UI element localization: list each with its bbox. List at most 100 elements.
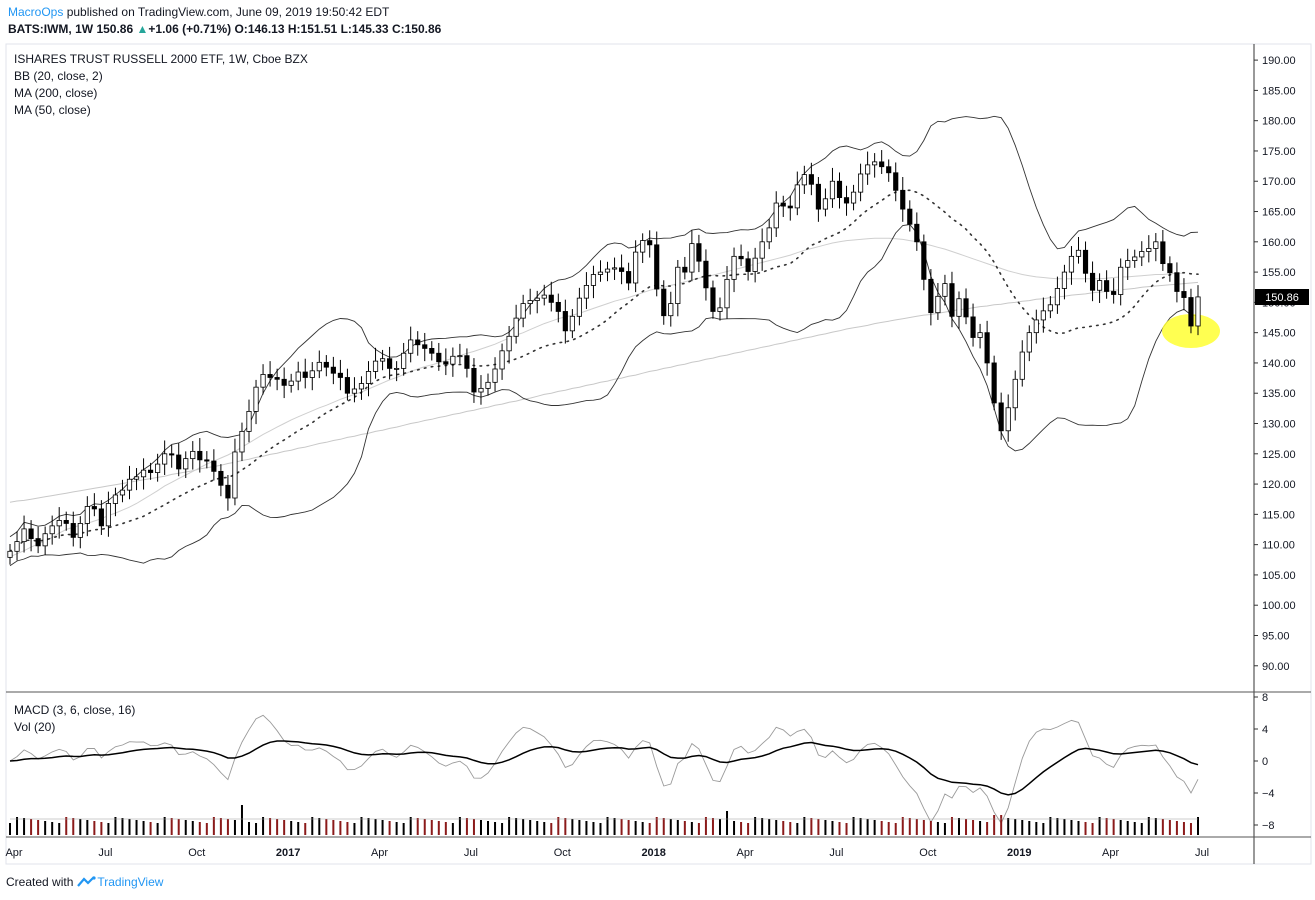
volume-bar [718,819,721,835]
candle-body [794,184,800,209]
volume-bar [1084,822,1087,835]
volume-bar [845,823,848,835]
volume-bar [1189,823,1192,835]
volume-bar [676,820,679,835]
macd-signal-line [9,740,1199,796]
candle-body [590,274,597,286]
time-label: Apr [737,847,754,859]
candle-body [309,370,315,378]
tradingview-link[interactable]: TradingView [77,874,163,890]
candle-body [935,295,941,314]
volume-bar [58,823,61,835]
candle-body [576,297,582,317]
volume-bar [866,819,869,835]
candle-body [717,307,723,312]
open-label: O: [234,22,248,36]
legend-macd: MACD (3, 6, close, 16) [14,703,135,717]
candle-body [1047,304,1053,312]
bb-lower-band [9,224,1199,567]
volume-bar [86,820,89,835]
volume-bar [465,818,468,835]
volume-bar [690,822,693,835]
volume-bar [311,817,314,835]
volume-bar [613,818,616,835]
volume-bar [655,817,658,835]
candle-body [506,335,512,352]
candle-body [394,367,400,370]
time-label: 2017 [276,847,300,859]
volume-bar [634,821,637,835]
candle-body [105,503,111,527]
volume-bar [515,818,518,835]
time-label: Oct [554,847,571,859]
price-tick-label: 165.00 [1262,207,1296,219]
volume-bar [1175,821,1178,835]
macd-tick-label: −8 [1262,820,1275,832]
candle-body [169,453,175,456]
candle-body [155,463,161,473]
price-chart[interactable]: 190.00 185.00 180.00 175.00 170.00 165.00 160.… [0,0,1315,870]
volume-bar [262,817,265,835]
candle-body [787,205,793,209]
candle-body [640,240,646,253]
candle-body [260,374,266,388]
candle-body [415,339,421,346]
publisher-link[interactable]: MacroOps [8,5,64,19]
time-label: Apr [371,847,388,859]
volume-bar [957,818,960,835]
candle-body [302,371,308,378]
candle-body [956,298,962,317]
publish-info: MacroOps published on TradingView.com, J… [8,4,389,20]
candle-body [457,355,463,358]
candle-body [541,294,547,299]
candle-body [921,241,927,280]
bollinger-bands [9,115,1199,567]
candle-body [112,494,119,504]
candle-body [42,533,48,547]
macd-tick-label: 4 [1262,724,1268,736]
published-text: published on TradingView.com, June 09, 2… [66,5,390,19]
volume-bar [669,819,672,835]
volume-bar [501,823,504,835]
volume-bar [1021,820,1024,835]
candle-body [752,257,758,272]
time-label: 2019 [1007,847,1031,859]
volume-bar [1070,820,1073,835]
volume-bar [585,821,588,835]
volume-bar [177,819,180,835]
candle-body [316,361,322,372]
volume-bar [170,818,173,835]
volume-bar [754,817,757,835]
candle-body [654,244,660,290]
volume-bar [972,820,975,835]
time-label: Jul [464,847,478,859]
volume-bar [979,821,982,835]
candle-body [1033,319,1039,334]
volume-bar [1126,821,1129,835]
volume-bar [950,817,953,835]
volume-bar [683,821,686,835]
candle-body [597,271,604,275]
candle-body [808,174,814,185]
volume-bar [135,820,138,835]
candle-body [836,180,843,198]
volume-bar [1098,817,1101,835]
time-label: Oct [188,847,205,859]
volume-bar [23,818,26,835]
price-tick-label: 185.00 [1262,85,1296,97]
volume-bar [332,820,335,835]
candle-body [56,520,62,527]
volume-bar [838,822,841,835]
volume-bar [880,821,883,835]
candle-body [1125,260,1131,268]
time-label: Jul [1195,847,1209,859]
candle-body [119,489,126,496]
time-label: 2018 [641,847,665,859]
candle-body [1167,263,1173,274]
price-tick-label: 100.00 [1262,600,1296,612]
volume-bar [205,823,208,835]
candle-body [148,469,154,473]
candle-body [492,368,498,383]
volume-bar [775,820,778,835]
volume-bar [339,821,342,835]
